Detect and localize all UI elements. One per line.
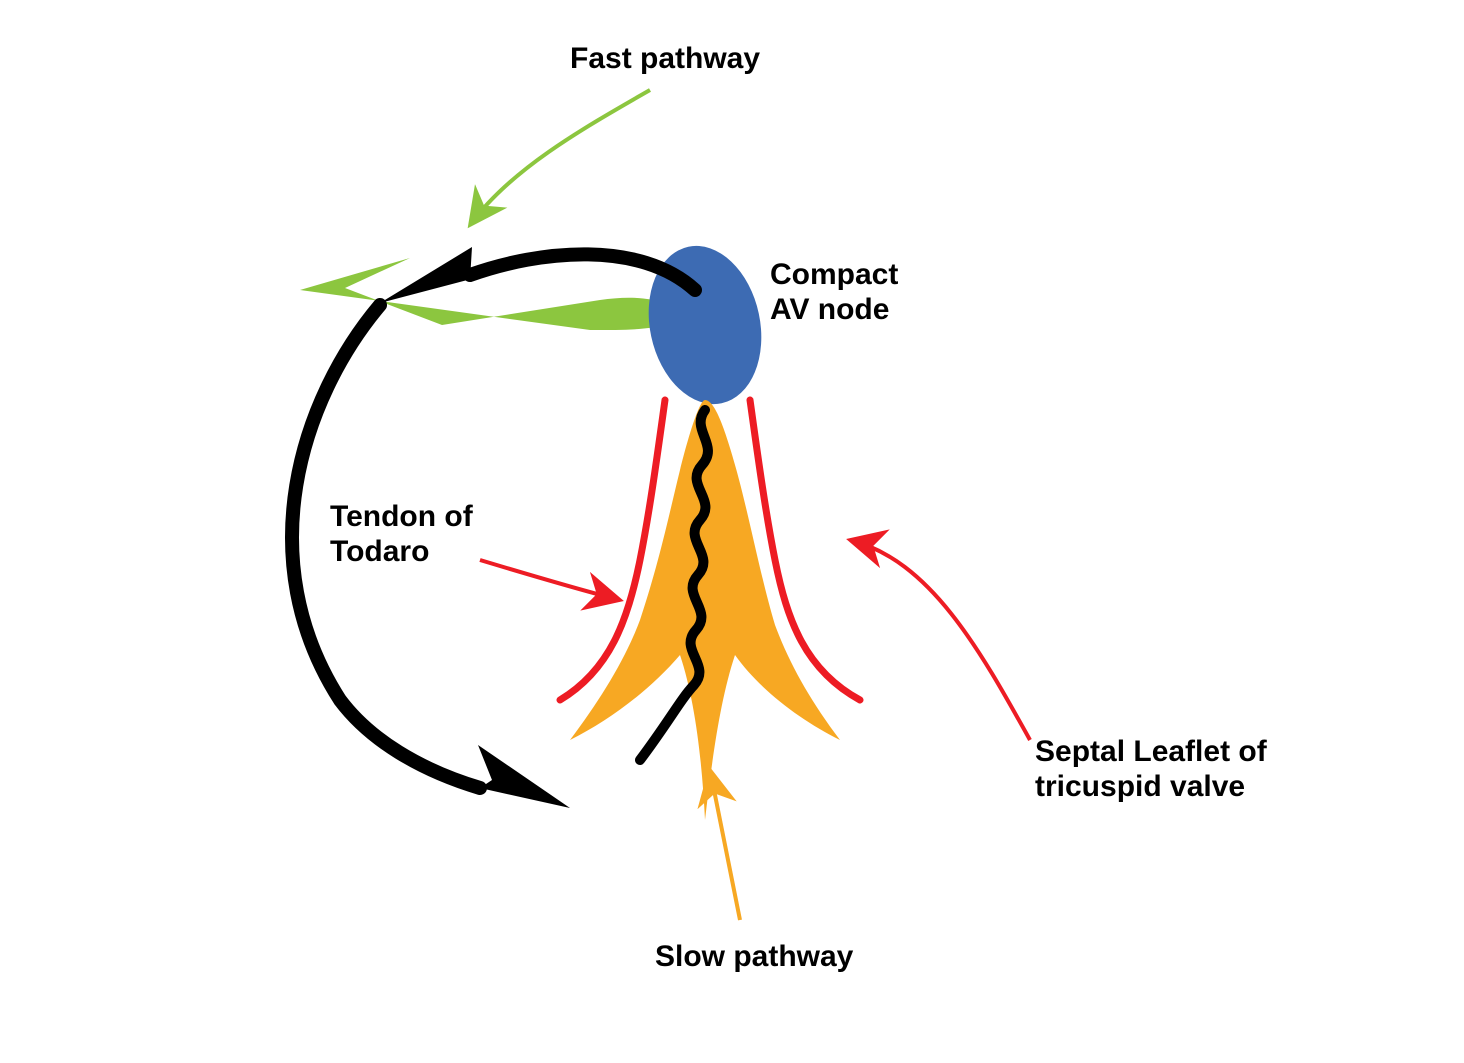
leader-tendon xyxy=(480,560,620,600)
label-tendon-2: Todaro xyxy=(330,535,429,570)
label-tendon-1: Tendon of xyxy=(330,500,473,535)
big-curve-top-arrowhead xyxy=(380,247,475,303)
label-septal-1: Septal Leaflet of xyxy=(1035,735,1267,770)
label-fast-pathway: Fast pathway xyxy=(570,42,760,77)
label-slow-pathway: Slow pathway xyxy=(655,940,853,975)
diagram-stage: Fast pathway Compact AV node Tendon of T… xyxy=(0,0,1464,1063)
label-compact-av-2: AV node xyxy=(770,293,889,328)
leader-septal xyxy=(850,540,1030,740)
leader-slow-pathway xyxy=(710,770,740,920)
diagram-svg xyxy=(0,0,1464,1063)
big-curve-bottom-arrowhead xyxy=(478,745,570,808)
label-septal-2: tricuspid valve xyxy=(1035,770,1245,805)
leader-fast-pathway xyxy=(470,90,650,225)
label-compact-av-1: Compact xyxy=(770,258,898,293)
